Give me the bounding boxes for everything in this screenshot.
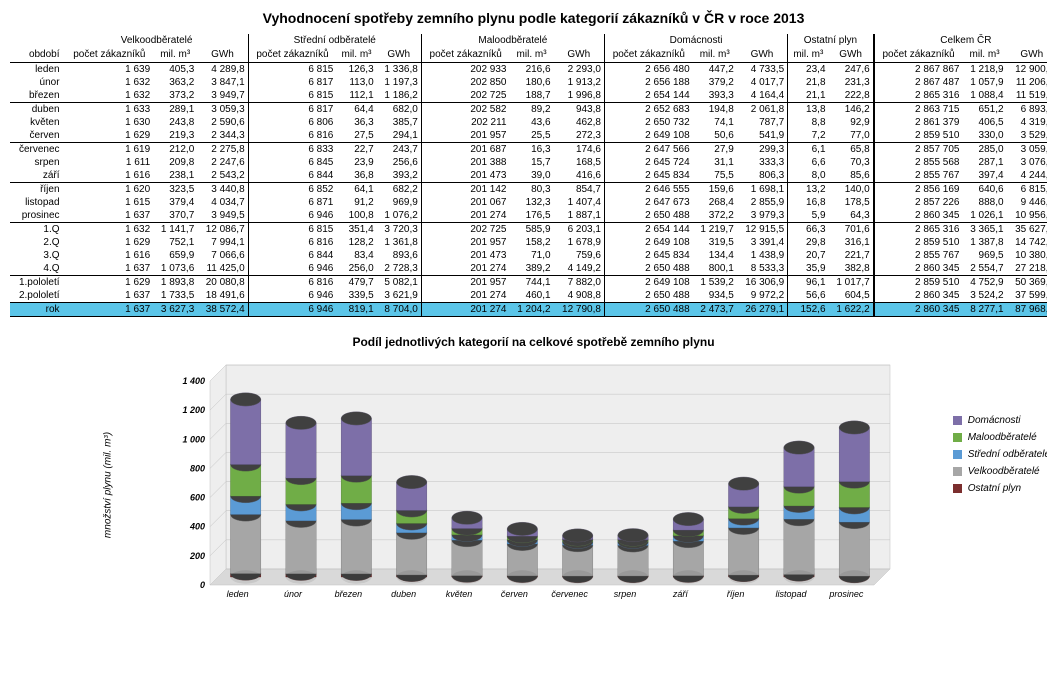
legend-label: Domácnosti <box>968 415 1021 426</box>
col-period: období <box>10 48 66 63</box>
svg-text:červenec: červenec <box>551 589 588 599</box>
table-row: rok1 6373 627,338 572,46 946819,18 704,0… <box>10 303 1047 317</box>
svg-text:listopad: listopad <box>775 589 807 599</box>
svg-text:1 200: 1 200 <box>182 405 205 415</box>
svg-text:800: 800 <box>190 463 205 473</box>
period-cell: červenec <box>10 143 66 157</box>
period-cell: 4.Q <box>10 262 66 276</box>
legend-swatch <box>953 433 962 442</box>
grp-celkem: Celkem ČR <box>874 34 1047 48</box>
legend-item: Ostatní plyn <box>953 483 1047 494</box>
table-row: 2.pololetí1 6371 733,518 491,66 946339,5… <box>10 289 1047 303</box>
table-row: 3.Q1 616659,97 066,66 84483,4893,6201 47… <box>10 249 1047 262</box>
header-groups: Velkoodběratelé Střední odběratelé Maloo… <box>10 34 1047 48</box>
table-row: 2.Q1 629752,17 994,16 816128,21 361,8201… <box>10 236 1047 249</box>
period-cell: 2.Q <box>10 236 66 249</box>
svg-text:květen: květen <box>446 589 473 599</box>
grp-domacnosti: Domácnosti <box>604 34 787 48</box>
svg-text:březen: březen <box>335 589 363 599</box>
legend-label: Velkoodběratelé <box>968 466 1040 477</box>
legend-swatch <box>953 467 962 476</box>
period-cell: rok <box>10 303 66 317</box>
table-row: listopad1 615379,44 034,76 87191,2969,92… <box>10 196 1047 209</box>
svg-text:leden: leden <box>227 589 249 599</box>
legend-item: Maloodběratelé <box>953 432 1047 443</box>
svg-text:prosinec: prosinec <box>828 589 864 599</box>
legend-swatch <box>953 450 962 459</box>
chart-svg: 0 200 400 600 800 1 000 1 200 1 400 leden únor bře… <box>160 355 900 615</box>
period-cell: leden <box>10 63 66 77</box>
period-cell: květen <box>10 116 66 129</box>
chart-title: Podíl jednotlivých kategorií na celkové … <box>10 335 1047 349</box>
svg-text:únor: únor <box>284 589 303 599</box>
data-table: Velkoodběratelé Střední odběratelé Maloo… <box>10 34 1047 317</box>
legend-item: Velkoodběratelé <box>953 466 1047 477</box>
period-cell: srpen <box>10 156 66 169</box>
svg-text:1 400: 1 400 <box>182 376 205 386</box>
table-row: únor1 632363,23 847,16 817113,01 197,320… <box>10 76 1047 89</box>
svg-text:1 000: 1 000 <box>182 434 205 444</box>
table-row: září1 616238,12 543,26 84436,8393,2201 4… <box>10 169 1047 183</box>
period-cell: únor <box>10 76 66 89</box>
legend-swatch <box>953 484 962 493</box>
grp-ostatni: Ostatní plyn <box>788 34 874 48</box>
chart-legend: Domácnosti Maloodběratelé Střední odběrate… <box>953 415 1047 500</box>
table-row: prosinec1 637370,73 949,56 946100,81 076… <box>10 209 1047 223</box>
period-cell: červen <box>10 129 66 143</box>
chart: množství plynu (mil. m³) 02004006008001 … <box>160 355 900 615</box>
grp-stredni: Střední odběratelé <box>248 34 421 48</box>
table-row: duben1 633289,13 059,36 81764,4682,0202 … <box>10 103 1047 117</box>
svg-text:600: 600 <box>190 493 205 503</box>
table-row: srpen1 611209,82 247,66 84523,9256,6201 … <box>10 156 1047 169</box>
svg-text:září: září <box>672 589 690 599</box>
grp-maloodberatele: Maloodběratelé <box>421 34 604 48</box>
period-cell: září <box>10 169 66 183</box>
legend-label: Ostatní plyn <box>968 483 1021 494</box>
period-cell: prosinec <box>10 209 66 223</box>
period-cell: 1.pololetí <box>10 276 66 290</box>
period-cell: 3.Q <box>10 249 66 262</box>
table-row: květen1 630243,82 590,66 80636,3385,7202… <box>10 116 1047 129</box>
legend-swatch <box>953 416 962 425</box>
svg-text:říjen: říjen <box>727 589 745 599</box>
chart-section: Podíl jednotlivých kategorií na celkové … <box>10 335 1047 615</box>
table-row: 4.Q1 6371 073,611 425,06 946256,02 728,3… <box>10 262 1047 276</box>
grp-velkoodberatele: Velkoodběratelé <box>66 34 249 48</box>
legend-item: Střední odběratelé <box>953 449 1047 460</box>
legend-label: Maloodběratelé <box>968 432 1037 443</box>
svg-text:duben: duben <box>391 589 416 599</box>
page-title: Vyhodnocení spotřeby zemního plynu podle… <box>10 10 1047 26</box>
period-cell: listopad <box>10 196 66 209</box>
period-cell: říjen <box>10 183 66 197</box>
svg-text:červen: červen <box>501 589 528 599</box>
table-row: leden1 639405,34 289,86 815126,31 336,82… <box>10 63 1047 77</box>
table-row: říjen1 620323,53 440,86 85264,1682,2201 … <box>10 183 1047 197</box>
table-row: červenec1 619212,02 275,86 83322,7243,72… <box>10 143 1047 157</box>
header-subcols: období počet zákazníkůmil. m³GWh počet z… <box>10 48 1047 63</box>
legend-item: Domácnosti <box>953 415 1047 426</box>
table-row: červen1 629219,32 344,36 81627,5294,1201… <box>10 129 1047 143</box>
svg-text:200: 200 <box>189 551 205 561</box>
period-cell: duben <box>10 103 66 117</box>
svg-text:srpen: srpen <box>614 589 637 599</box>
table-row: březen1 632373,23 949,76 815112,11 186,2… <box>10 89 1047 103</box>
svg-text:400: 400 <box>189 522 205 532</box>
y-axis-label: množství plynu (mil. m³) <box>103 432 114 538</box>
svg-text:0: 0 <box>200 580 205 590</box>
legend-label: Střední odběratelé <box>968 449 1047 460</box>
table-row: 1.pololetí1 6291 893,820 080,86 816479,7… <box>10 276 1047 290</box>
period-cell: 2.pololetí <box>10 289 66 303</box>
period-cell: březen <box>10 89 66 103</box>
period-cell: 1.Q <box>10 223 66 237</box>
table-row: 1.Q1 6321 141,712 086,76 815351,43 720,3… <box>10 223 1047 237</box>
